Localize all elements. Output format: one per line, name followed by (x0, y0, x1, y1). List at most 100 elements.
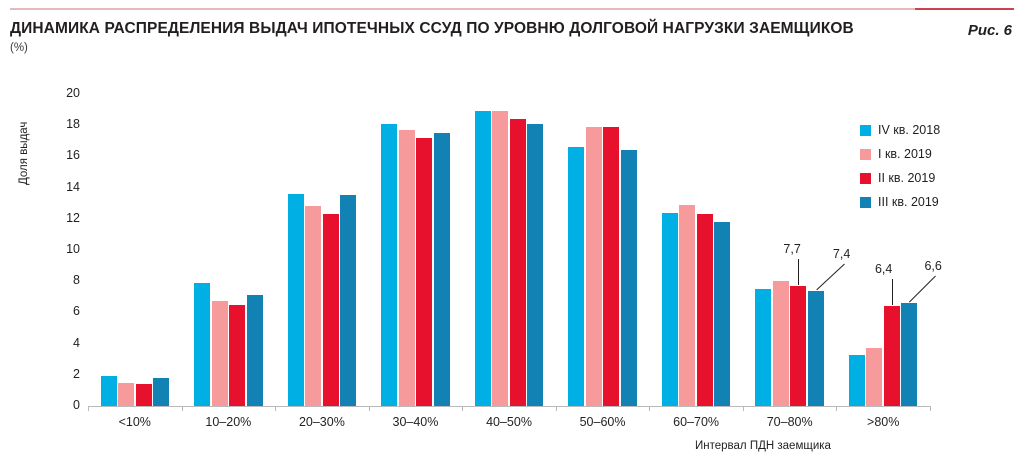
bar-group (568, 94, 637, 406)
bar[interactable] (492, 111, 509, 406)
x-axis-tick-label: <10% (118, 415, 151, 429)
bars-layer (88, 94, 930, 406)
leader-line (798, 258, 800, 285)
y-axis-tick-label: 6 (73, 304, 80, 319)
x-axis-tick-label: 50–60% (579, 415, 626, 429)
page-title: ДИНАМИКА РАСПРЕДЕЛЕНИЯ ВЫДАЧ ИПОТЕЧНЫХ С… (10, 20, 854, 37)
x-axis-tick-mark (181, 406, 183, 411)
y-axis-tick-label: 14 (66, 179, 80, 194)
bar-data-label: 6,6 (924, 259, 942, 274)
bar[interactable] (433, 133, 450, 406)
x-axis-tick-mark (742, 406, 744, 411)
header-rule (10, 8, 1014, 10)
bar[interactable] (100, 376, 117, 406)
bar[interactable] (229, 304, 246, 406)
x-axis-title: Интервал ПДН заемщика (695, 440, 831, 452)
y-axis-tick-label: 8 (73, 273, 80, 288)
header-rule-left-segment (10, 8, 915, 10)
x-axis-tick-label: 30–40% (392, 415, 439, 429)
x-axis-tick-label: 70–80% (766, 415, 813, 429)
bar[interactable] (620, 150, 637, 406)
bar[interactable] (661, 212, 678, 406)
bar[interactable] (287, 193, 304, 406)
y-axis-tick-label: 12 (66, 210, 80, 225)
x-axis-tick-label: 40–50% (486, 415, 532, 429)
bar[interactable] (246, 295, 263, 406)
bar[interactable] (305, 206, 322, 406)
bar[interactable] (118, 382, 135, 406)
bar[interactable] (585, 126, 602, 406)
bar[interactable] (153, 377, 170, 406)
bar[interactable] (883, 306, 900, 406)
bar[interactable] (866, 348, 883, 406)
legend-label: IV кв. 2018 (878, 123, 941, 137)
units-label: (%) (10, 42, 28, 54)
legend-item[interactable]: IV кв. 2018 (860, 118, 940, 142)
bar[interactable] (603, 126, 620, 406)
bar[interactable] (696, 214, 713, 406)
legend-label: I кв. 2019 (878, 147, 932, 161)
bar[interactable] (714, 221, 731, 406)
legend-swatch-icon (860, 124, 871, 136)
bar[interactable] (679, 204, 696, 406)
x-axis-tick-label: 20–30% (298, 415, 345, 429)
bar-data-label: 7,7 (783, 241, 801, 256)
bar-group (287, 94, 357, 406)
bar[interactable] (848, 354, 865, 406)
y-axis-tick-label: 0 (73, 398, 80, 412)
y-axis-tick-label: 18 (66, 117, 80, 132)
bar-group (848, 94, 918, 406)
bar[interactable] (211, 301, 228, 406)
y-axis-tick-label: 20 (66, 86, 80, 100)
legend-item[interactable]: II кв. 2019 (860, 166, 940, 190)
x-axis-tick-mark (462, 406, 464, 411)
chart-legend: IV кв. 2018 I кв. 2019 II кв. 2019 III кв. … (860, 118, 940, 214)
bar[interactable] (901, 303, 918, 406)
x-axis-tick-mark (88, 406, 89, 411)
bar[interactable] (509, 118, 526, 406)
bar-group (194, 94, 263, 406)
y-axis-tick-label: 16 (66, 148, 80, 163)
bar[interactable] (568, 147, 585, 406)
x-axis-tick-mark (555, 406, 557, 411)
x-axis-line (88, 406, 930, 407)
y-axis-tick-label: 2 (73, 366, 80, 381)
bar[interactable] (381, 123, 398, 406)
bar[interactable] (772, 281, 789, 406)
bar[interactable] (398, 129, 415, 406)
x-axis-tick-mark (275, 406, 277, 411)
bar-data-label: 6,4 (874, 262, 893, 277)
legend-item[interactable]: I кв. 2019 (860, 142, 940, 166)
legend-swatch-icon (860, 196, 871, 208)
legend-swatch-icon (860, 148, 871, 160)
bar[interactable] (322, 214, 339, 406)
figure-number-label: Рис. 6 (967, 22, 1012, 39)
bar-group (474, 94, 544, 406)
x-axis-tick-label: 60–70% (673, 415, 720, 429)
bar[interactable] (340, 195, 357, 406)
bar[interactable] (527, 123, 544, 406)
y-axis-tick-label: 4 (73, 335, 80, 350)
bar[interactable] (135, 384, 152, 406)
bar[interactable] (474, 111, 491, 406)
bar-group (100, 94, 170, 406)
bar[interactable] (194, 282, 211, 406)
x-axis-tick-label: >80% (867, 415, 900, 429)
legend-label: II кв. 2019 (878, 171, 936, 185)
y-axis-tick-label: 10 (66, 242, 80, 256)
bar-group (755, 94, 824, 406)
bar-group (661, 94, 731, 406)
legend-label: III кв. 2019 (878, 195, 939, 209)
bar[interactable] (807, 290, 824, 406)
bar[interactable] (755, 289, 772, 406)
legend-item[interactable]: III кв. 2019 (860, 190, 940, 214)
y-axis-title: Доля выдач (18, 121, 30, 185)
x-axis-tick-mark (930, 406, 931, 411)
bar-data-label: 7,4 (832, 246, 851, 261)
x-axis-tick-mark (836, 406, 838, 411)
bar[interactable] (790, 285, 807, 406)
bar[interactable] (416, 137, 433, 406)
x-axis-tick-mark (368, 406, 370, 411)
y-axis-tick-labels: 20 18 16 14 12 10 8 6 4 2 0 (52, 0, 80, 467)
